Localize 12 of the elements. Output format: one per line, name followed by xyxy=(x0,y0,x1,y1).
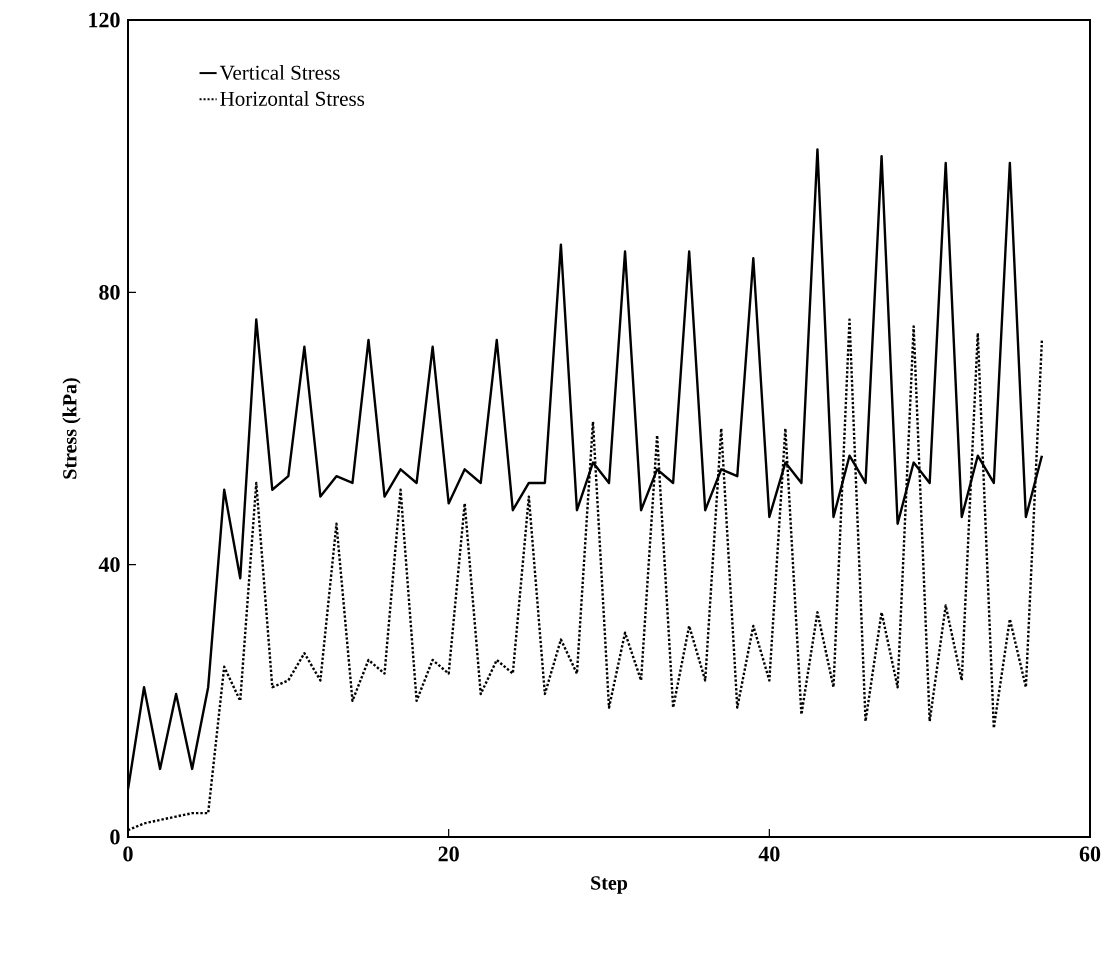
legend-label: Vertical Stress xyxy=(219,65,340,80)
x-tick-label: 40 xyxy=(758,846,780,862)
y-tick-label: 120 xyxy=(89,12,120,28)
x-tick-label: 0 xyxy=(123,846,133,862)
y-axis-title: Stress (kPa) xyxy=(62,378,81,479)
y-tick-label: 80 xyxy=(99,284,120,300)
y-tick-label: 0 xyxy=(110,829,120,845)
x-axis-title: Step xyxy=(591,876,628,894)
x-tick-label: 20 xyxy=(438,846,459,862)
x-tick-label: 60 xyxy=(1079,846,1101,862)
y-tick-label: 40 xyxy=(98,557,120,573)
legend-label: Horizontal Stress xyxy=(220,91,365,106)
